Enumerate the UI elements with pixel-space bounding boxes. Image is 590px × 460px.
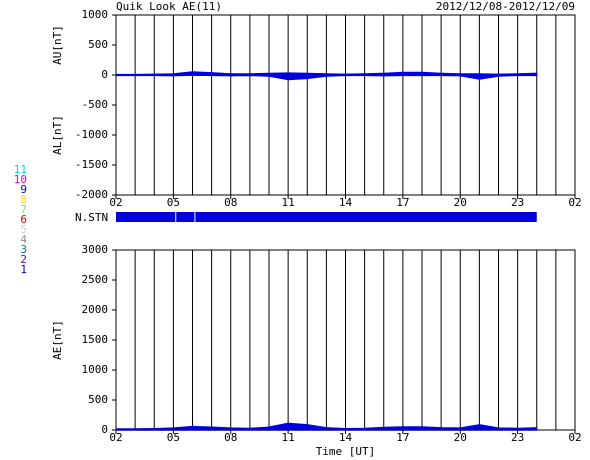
- x-tick-label: 23: [511, 431, 524, 444]
- y-tick-label: -1000: [75, 128, 108, 141]
- y-tick-label: 0: [101, 68, 108, 81]
- y-tick-label: 3000: [82, 243, 109, 256]
- x-tick-label: 02: [109, 196, 122, 209]
- y-axis-label: AE[nT]: [51, 320, 64, 360]
- station-number: 5: [20, 223, 27, 236]
- station-number: 4: [20, 233, 27, 246]
- data-area: [115, 71, 538, 76]
- station-number: 3: [20, 243, 27, 256]
- x-tick-label: 20: [454, 431, 467, 444]
- y-tick-label: 1000: [82, 363, 109, 376]
- nstn-label: N.STN: [75, 211, 108, 224]
- y-axis-label: AL[nT]: [51, 115, 64, 155]
- x-tick-label: 14: [339, 196, 353, 209]
- station-coverage: [195, 212, 537, 222]
- y-tick-label: 500: [88, 393, 108, 406]
- station-number: 10: [14, 173, 27, 186]
- station-number: 6: [20, 213, 27, 226]
- y-tick-label: -1500: [75, 158, 108, 171]
- station-number: 1: [20, 263, 27, 276]
- date-range: 2012/12/08-2012/12/09: [436, 0, 575, 13]
- station-number: 8: [20, 193, 27, 206]
- x-tick-label: 02: [568, 196, 581, 209]
- y-tick-label: 1500: [82, 333, 109, 346]
- chart-title: Quik Look AE(11): [116, 0, 222, 13]
- x-tick-label: 20: [454, 196, 467, 209]
- x-tick-label: 14: [339, 431, 353, 444]
- x-tick-label: 05: [167, 196, 180, 209]
- x-tick-label: 17: [396, 431, 409, 444]
- station-coverage: [116, 212, 176, 222]
- y-tick-label: 2000: [82, 303, 109, 316]
- y-tick-label: 1000: [82, 8, 109, 21]
- y-tick-label: -500: [82, 98, 109, 111]
- x-tick-label: 11: [282, 196, 295, 209]
- station-coverage: [176, 212, 195, 222]
- y-axis-label: AU[nT]: [51, 25, 64, 65]
- data-area: [115, 422, 538, 431]
- y-tick-label: -2000: [75, 188, 108, 201]
- y-tick-label: 0: [101, 423, 108, 436]
- x-tick-label: 11: [282, 431, 295, 444]
- x-tick-label: 23: [511, 196, 524, 209]
- x-tick-label: 05: [167, 431, 180, 444]
- y-tick-label: 2500: [82, 273, 109, 286]
- station-number: 9: [20, 183, 27, 196]
- x-tick-label: 08: [224, 196, 237, 209]
- data-area: [115, 74, 538, 81]
- station-number: 2: [20, 253, 27, 266]
- x-tick-label: 08: [224, 431, 237, 444]
- x-tick-label: 02: [109, 431, 122, 444]
- station-number: 11: [14, 163, 27, 176]
- x-axis-label: Time [UT]: [316, 445, 376, 458]
- station-number: 7: [20, 203, 27, 216]
- y-tick-label: 500: [88, 38, 108, 51]
- x-tick-label: 02: [568, 431, 581, 444]
- x-tick-label: 17: [396, 196, 409, 209]
